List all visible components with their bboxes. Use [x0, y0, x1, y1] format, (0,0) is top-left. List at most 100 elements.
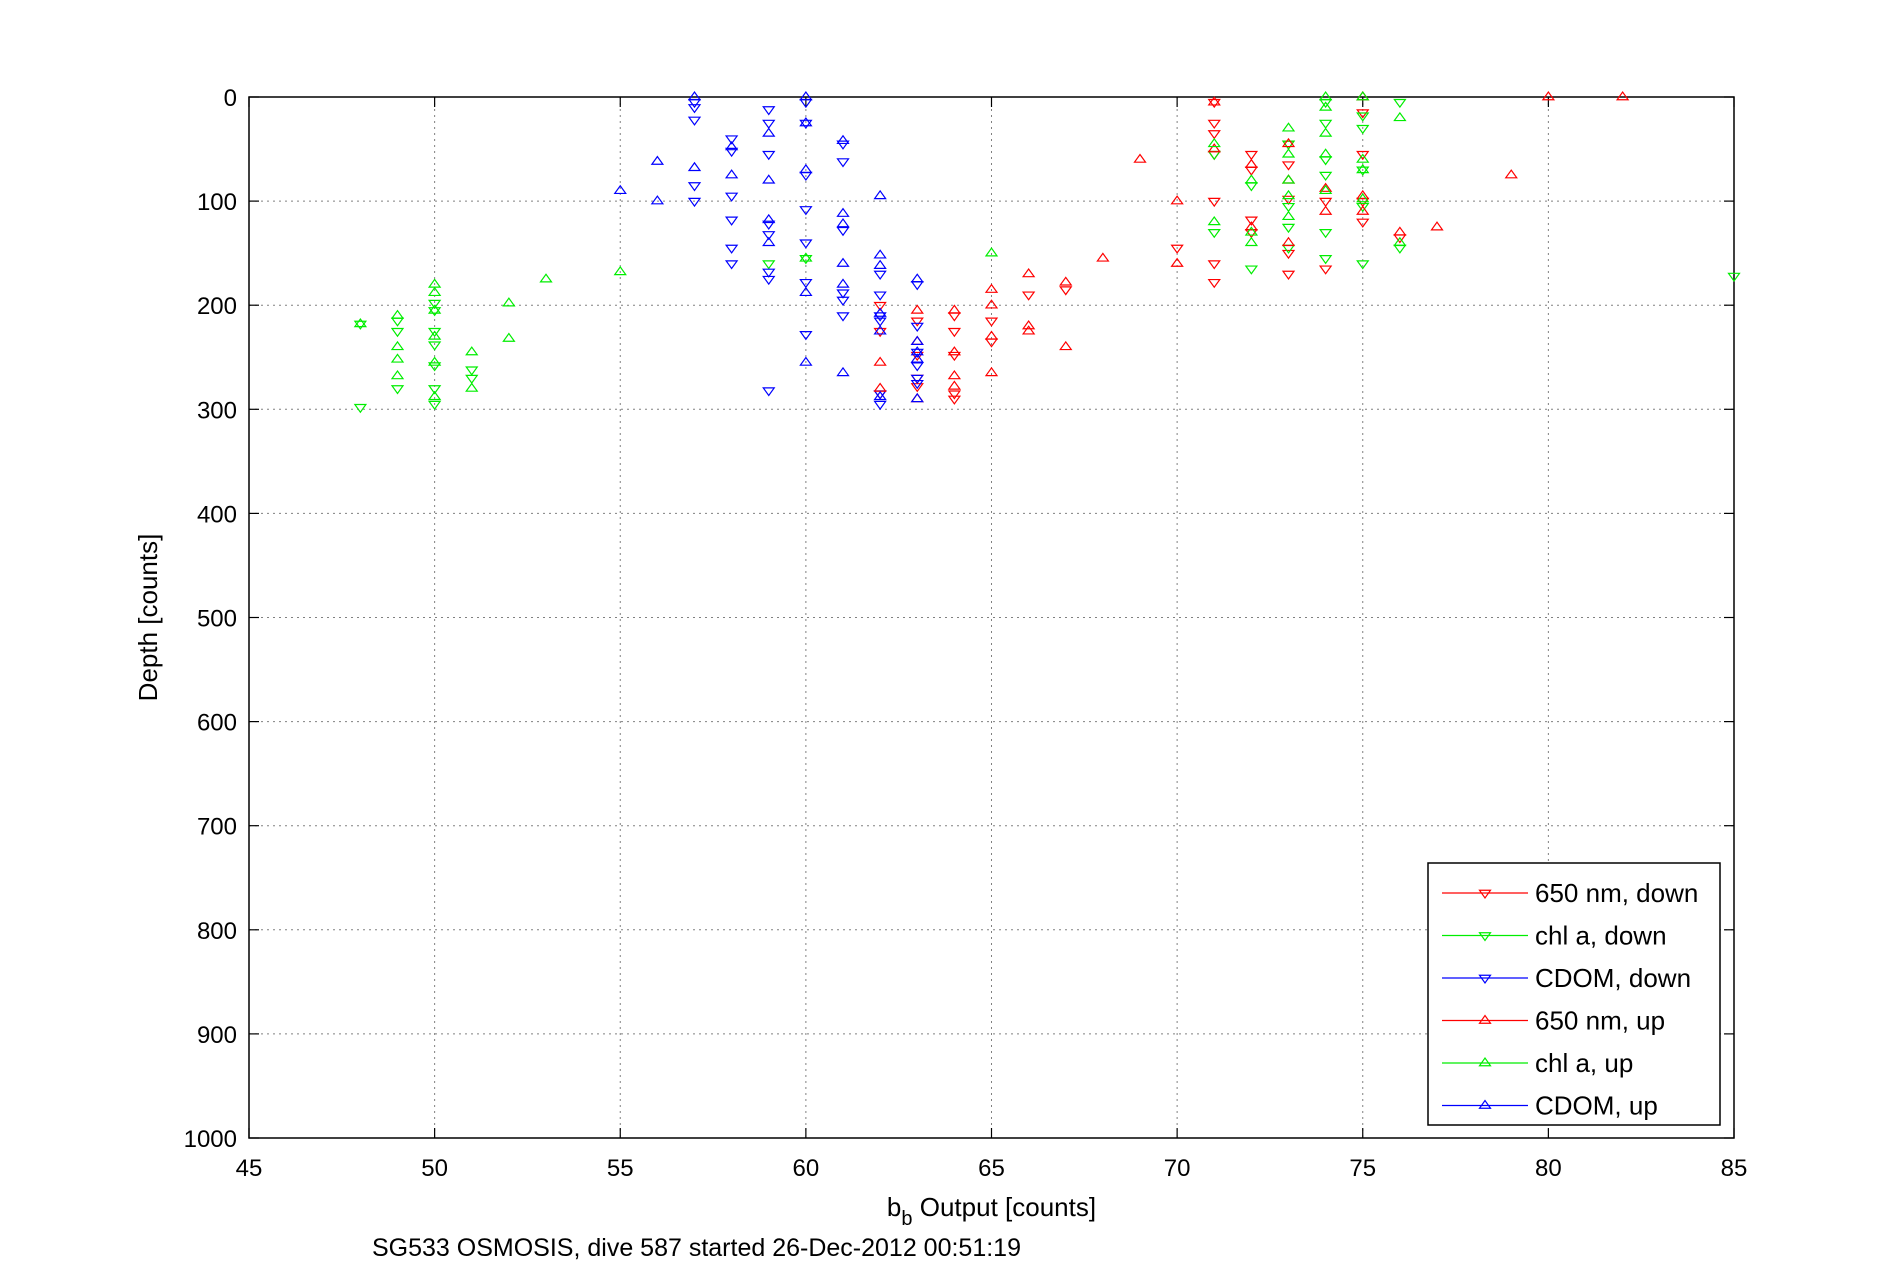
data-point — [762, 260, 776, 270]
data-point — [724, 192, 739, 202]
y-tick-label: 500 — [197, 606, 237, 633]
data-point — [1281, 174, 1296, 184]
data-point — [1318, 171, 1333, 182]
legend-label: CDOM, down — [1535, 963, 1691, 993]
x-tick-label: 55 — [607, 1155, 634, 1182]
data-point — [724, 135, 739, 145]
data-point — [799, 239, 813, 249]
data-point — [353, 403, 368, 414]
data-point — [1318, 255, 1333, 265]
data-point — [1207, 96, 1221, 106]
data-point — [465, 374, 479, 385]
data-point — [947, 380, 962, 390]
data-point — [613, 184, 627, 195]
data-point — [1356, 163, 1370, 174]
data-point — [984, 283, 999, 293]
data-point — [687, 91, 702, 101]
data-point — [1281, 270, 1296, 280]
data-point — [836, 278, 850, 288]
y-tick-label: 100 — [197, 189, 237, 216]
data-point — [427, 362, 442, 372]
data-point — [1059, 276, 1073, 286]
data-point — [873, 327, 887, 338]
data-point — [1207, 229, 1221, 239]
data-point — [1281, 210, 1296, 221]
data-point — [1244, 226, 1259, 236]
data-point — [390, 385, 405, 395]
x-tick-label: 70 — [1164, 1155, 1191, 1182]
data-point — [947, 395, 962, 405]
data-point — [984, 338, 999, 348]
legend-entry: chl a, up — [1442, 1048, 1633, 1078]
data-point — [1207, 98, 1221, 109]
data-point — [1207, 137, 1221, 148]
y-tick-label: 700 — [197, 814, 237, 841]
data-point — [873, 270, 887, 280]
data-point — [1170, 257, 1184, 267]
data-point — [1207, 215, 1221, 226]
data-point — [799, 91, 813, 101]
legend-marker — [1478, 1057, 1492, 1067]
x-tick-label: 45 — [236, 1155, 263, 1182]
legend-entry: CDOM, up — [1442, 1091, 1658, 1121]
data-point — [1356, 153, 1370, 163]
data-point — [984, 366, 999, 377]
data-point — [390, 327, 405, 338]
data-point — [984, 330, 999, 340]
data-point — [910, 335, 924, 345]
data-point — [762, 119, 776, 130]
data-point — [910, 304, 924, 314]
data-point — [762, 220, 776, 230]
data-point — [1059, 286, 1073, 296]
data-point — [1318, 182, 1333, 192]
data-point — [1244, 221, 1259, 231]
data-point — [1281, 161, 1296, 171]
x-tick-label: 50 — [421, 1155, 448, 1182]
data-point — [1318, 197, 1333, 208]
series-1 — [353, 98, 1741, 414]
legend-entry: 650 nm, up — [1442, 1006, 1665, 1036]
data-point — [836, 134, 850, 145]
data-point — [910, 374, 924, 385]
data-point — [465, 346, 479, 356]
data-point — [390, 317, 405, 327]
data-point — [724, 244, 739, 254]
data-point — [1059, 340, 1073, 351]
data-point — [836, 257, 850, 267]
data-point — [1281, 140, 1296, 150]
data-point — [873, 400, 887, 411]
y-tick-label: 200 — [197, 293, 237, 320]
data-point — [1207, 278, 1221, 289]
y-tick-label: 300 — [197, 397, 237, 424]
data-point — [1356, 109, 1370, 119]
data-point — [910, 273, 924, 283]
data-point — [724, 140, 739, 151]
data-point — [724, 260, 739, 270]
data-point — [1393, 236, 1407, 247]
data-point — [1318, 148, 1333, 158]
data-point — [910, 362, 924, 372]
series-5 — [613, 91, 924, 403]
data-point — [613, 265, 627, 276]
data-point — [984, 317, 999, 327]
data-point — [1318, 229, 1333, 239]
data-point — [873, 189, 887, 200]
data-point — [502, 332, 516, 342]
data-point — [762, 231, 776, 241]
data-point — [836, 366, 850, 377]
data-point — [1615, 91, 1630, 101]
data-point — [873, 390, 887, 401]
data-point — [799, 255, 813, 265]
series-2 — [687, 98, 924, 411]
data-point — [465, 366, 479, 376]
data-point — [836, 158, 850, 168]
data-point — [984, 247, 999, 257]
data-point — [1318, 184, 1333, 195]
data-point — [1281, 223, 1296, 234]
data-point — [427, 327, 442, 338]
data-point — [984, 299, 999, 309]
data-point — [427, 385, 442, 395]
data-point — [910, 353, 924, 363]
data-point — [762, 387, 776, 397]
